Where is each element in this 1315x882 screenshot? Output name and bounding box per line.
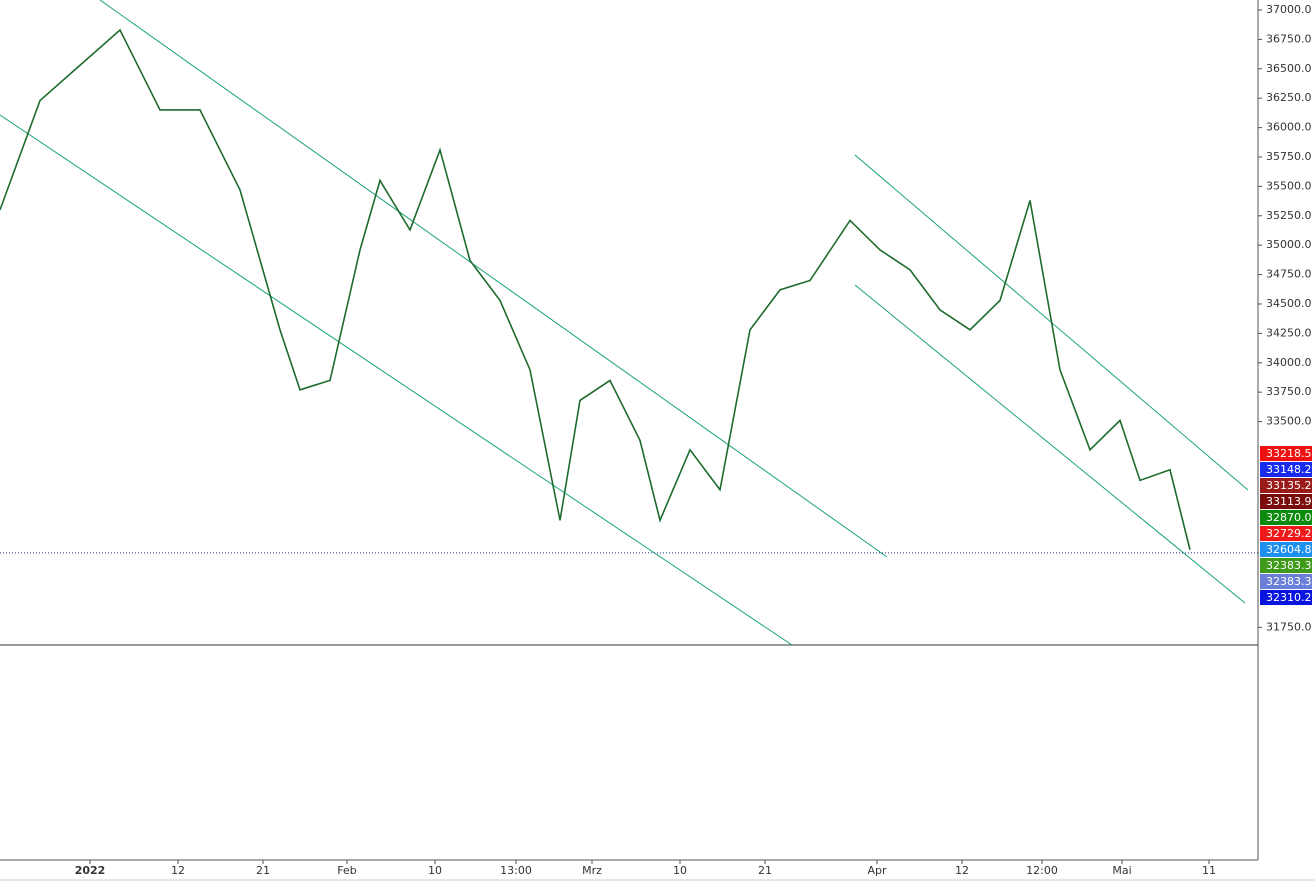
- price-badge-label: 33148.2: [1266, 463, 1312, 476]
- x-tick-label: Mrz: [582, 864, 602, 877]
- price-badge-label: 33135.2: [1266, 479, 1312, 492]
- y-tick-label: 33750.0: [1266, 385, 1312, 398]
- y-tick-label: 35250.0: [1266, 209, 1312, 222]
- y-tick-label: 35000.0: [1266, 238, 1312, 251]
- x-tick-label: Mai: [1112, 864, 1131, 877]
- x-tick-label: 10: [673, 864, 687, 877]
- y-tick-label: 36500.0: [1266, 62, 1312, 75]
- channel-line: [0, 114, 793, 646]
- y-tick-label: 34000.0: [1266, 356, 1312, 369]
- price-badge: [1260, 574, 1312, 589]
- x-tick-label: 11: [1202, 864, 1216, 877]
- price-badge: [1260, 510, 1312, 525]
- price-badge: [1260, 590, 1312, 605]
- x-tick-label: 2022: [75, 864, 106, 877]
- price-badge-label: 32604.8: [1266, 543, 1312, 556]
- y-tick-label: 34250.0: [1266, 326, 1312, 339]
- price-badge-label: 33218.5: [1266, 447, 1312, 460]
- price-badge-label: 32310.2: [1266, 591, 1312, 604]
- y-tick-label: 34750.0: [1266, 268, 1312, 281]
- x-tick-label: 12: [955, 864, 969, 877]
- y-tick-label: 35500.0: [1266, 179, 1312, 192]
- channel-line: [99, 0, 888, 558]
- price-line: [0, 28, 1191, 550]
- y-tick-label: 31750.0: [1266, 620, 1312, 633]
- x-tick-label: Apr: [867, 864, 887, 877]
- x-tick-label: 12:00: [1026, 864, 1058, 877]
- price-badge-label: 33113.9: [1266, 495, 1312, 508]
- price-badge: [1260, 478, 1312, 493]
- price-badge: [1260, 494, 1312, 509]
- price-badge: [1260, 542, 1312, 557]
- y-tick-label: 36250.0: [1266, 91, 1312, 104]
- x-tick-label: Feb: [337, 864, 356, 877]
- price-badge: [1260, 462, 1312, 477]
- y-tick-label: 35750.0: [1266, 150, 1312, 163]
- x-tick-label: 21: [256, 864, 270, 877]
- price-badge-label: 32870.0: [1266, 511, 1312, 524]
- y-tick-label: 34500.0: [1266, 297, 1312, 310]
- y-tick-label: 33500.0: [1266, 415, 1312, 428]
- y-tick-label: 36750.0: [1266, 32, 1312, 45]
- price-badge: [1260, 446, 1312, 461]
- channel-line: [854, 284, 1246, 604]
- price-badge: [1260, 526, 1312, 541]
- x-tick-label: 12: [171, 864, 185, 877]
- price-badge-label: 32729.2: [1266, 527, 1312, 540]
- x-tick-label: 21: [758, 864, 772, 877]
- x-tick-label: 13:00: [500, 864, 532, 877]
- price-badge: [1260, 558, 1312, 573]
- price-badge-label: 32383.3: [1266, 575, 1312, 588]
- x-tick-label: 10: [428, 864, 442, 877]
- y-tick-label: 37000.0: [1266, 3, 1312, 16]
- price-badge-label: 32383.3: [1266, 559, 1312, 572]
- y-tick-label: 36000.0: [1266, 121, 1312, 134]
